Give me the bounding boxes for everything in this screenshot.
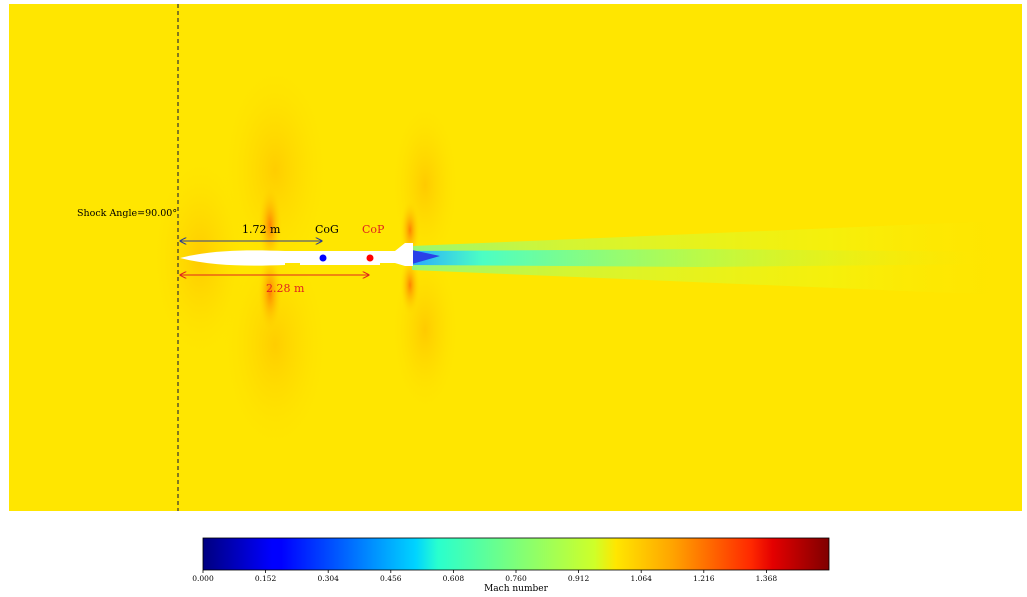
colorbar-tick-label: 0.304	[317, 574, 339, 583]
rocket-body	[180, 243, 413, 266]
colorbar-tick-label: 0.608	[443, 574, 465, 583]
shoulder-lobe-upper	[258, 185, 282, 265]
colorbar-gradient	[202, 537, 830, 571]
rocket-nose-cone	[180, 250, 285, 266]
cog-marker	[319, 254, 327, 262]
colorbar-tick-label: 1.064	[630, 574, 652, 583]
forebody-lobe-upper	[220, 60, 330, 280]
rocket-fin-upper	[395, 243, 413, 251]
colorbar-tick-label: 0.760	[505, 574, 527, 583]
colorbar-tick-label: 1.368	[756, 574, 778, 583]
cog-distance-label: 1.72 m	[242, 223, 281, 236]
rocket-tube	[285, 251, 413, 263]
colorbar-tick-label: 0.912	[568, 574, 590, 583]
colorbar-label: Mach number	[484, 584, 548, 594]
mach-contour-field	[9, 4, 1022, 511]
wake-core	[412, 249, 1000, 267]
colorbar-tick-label: 1.216	[693, 574, 715, 583]
colorbar-ticks: 0.000 0.152 0.304 0.456 0.608 0.760 0.912 1.064…	[192, 570, 777, 583]
colorbar-tick-label: 0.456	[380, 574, 402, 583]
colorbar: 0.000 0.152 0.304 0.456 0.608 0.760 0.912 1.064…	[192, 537, 830, 594]
rocket-tube-lower	[300, 262, 380, 265]
base-recirculation	[412, 250, 440, 264]
colorbar-tick-label: 0.152	[255, 574, 277, 583]
cop-marker	[366, 254, 374, 262]
cog-label: CoG	[315, 223, 339, 236]
shock-angle-label: Shock Angle=90.00°	[77, 208, 177, 219]
cop-distance-label: 2.28 m	[266, 282, 305, 295]
forebody-lobe-lower	[220, 235, 330, 455]
cop-label: CoP	[362, 223, 385, 236]
rocket-fin-lower	[395, 263, 413, 266]
colorbar-tick-label: 0.000	[192, 574, 214, 583]
